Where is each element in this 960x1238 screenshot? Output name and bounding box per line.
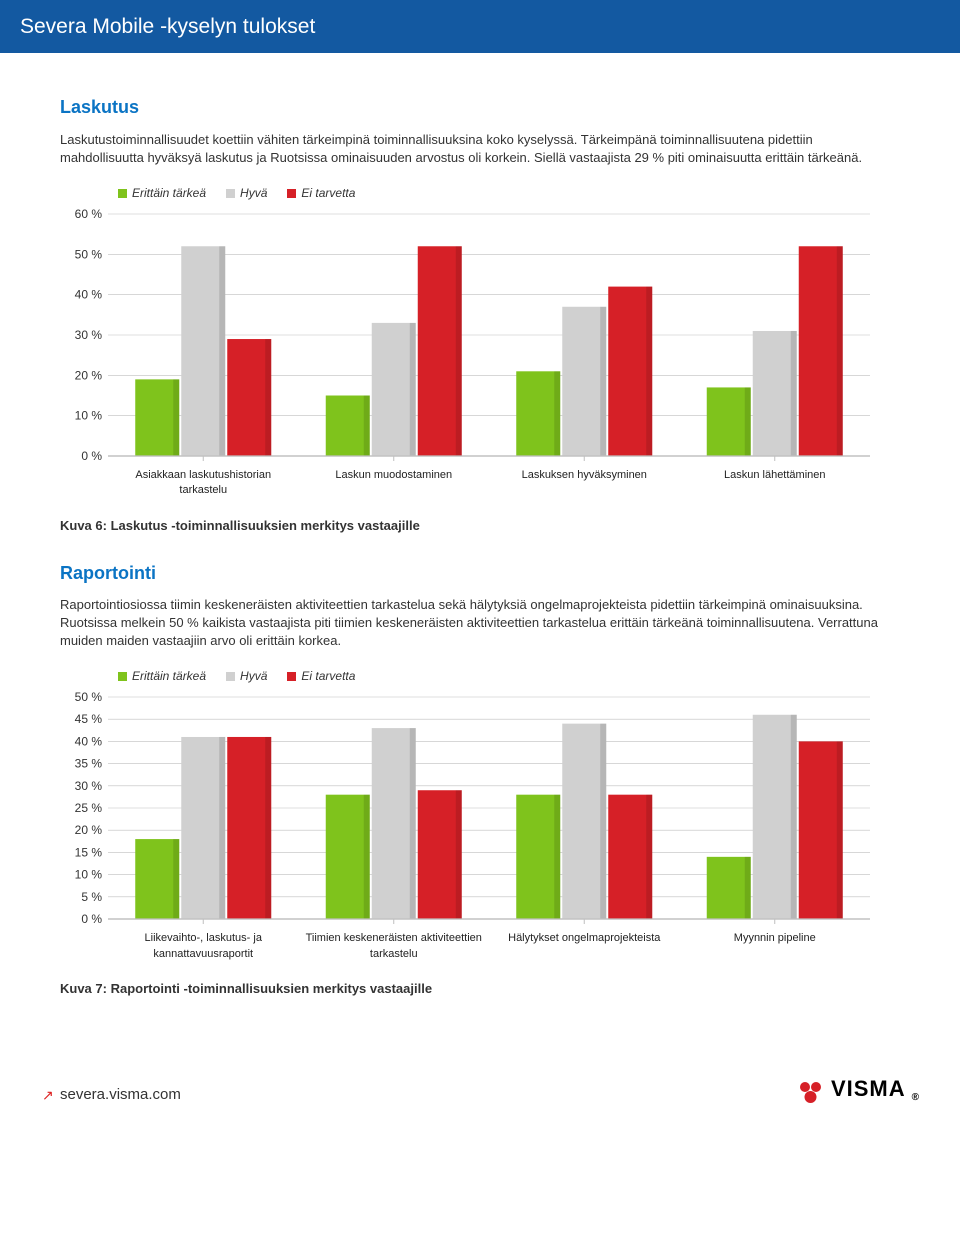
chart2-legend: Erittäin tärkeä Hyvä Ei tarvetta: [60, 668, 920, 685]
xaxis-label: Tiimien keskeneräisten aktiviteettien ta…: [299, 929, 490, 962]
chart1-legend: Erittäin tärkeä Hyvä Ei tarvetta: [60, 185, 920, 202]
legend-label: Hyvä: [240, 185, 267, 202]
xaxis-label: Laskun lähettäminen: [680, 466, 871, 499]
svg-text:0 %: 0 %: [81, 449, 102, 463]
page-content: Laskutus Laskutustoiminnallisuudet koett…: [0, 53, 960, 1044]
svg-text:10 %: 10 %: [75, 868, 103, 882]
chart1-plot: 0 % 10 % 20 % 30 % 40 % 50 % 60 %: [60, 206, 920, 466]
section1-body: Laskutustoiminnallisuudet koettiin vähit…: [60, 131, 880, 167]
svg-text:35 %: 35 %: [75, 757, 103, 771]
xaxis-label: Laskun muodostaminen: [299, 466, 490, 499]
footer-url: severa.visma.com: [60, 1084, 181, 1105]
chart1-xaxis: Asiakkaan laskutushistorian tarkasteluLa…: [60, 466, 880, 499]
svg-text:20 %: 20 %: [75, 368, 103, 382]
legend-item: Hyvä: [226, 668, 267, 685]
xaxis-label: Liikevaihto-, laskutus- ja kannattavuusr…: [108, 929, 299, 962]
legend-label: Erittäin tärkeä: [132, 668, 206, 685]
page-footer: severa.visma.com VISMA ®: [0, 1044, 960, 1125]
svg-text:60 %: 60 %: [75, 207, 103, 221]
section2-heading: Raportointi: [60, 561, 920, 586]
section1-heading: Laskutus: [60, 95, 920, 120]
svg-text:30 %: 30 %: [75, 779, 103, 793]
section2-body: Raportointiosiossa tiimin keskeneräisten…: [60, 596, 880, 651]
svg-text:10 %: 10 %: [75, 408, 103, 422]
legend-swatch: [118, 189, 127, 198]
svg-text:45 %: 45 %: [75, 712, 103, 726]
legend-item: Ei tarvetta: [287, 668, 355, 685]
chart2-caption: Kuva 7: Raportointi -toiminnallisuuksien…: [60, 980, 920, 998]
chart2-xaxis: Liikevaihto-, laskutus- ja kannattavuusr…: [60, 929, 880, 962]
svg-text:15 %: 15 %: [75, 846, 103, 860]
chart2-container: Erittäin tärkeä Hyvä Ei tarvetta 0 % 5 % 10 …: [60, 668, 920, 962]
page-header: Severa Mobile -kyselyn tulokset: [0, 0, 960, 53]
registered-icon: ®: [912, 1091, 920, 1105]
legend-item: Hyvä: [226, 185, 267, 202]
footer-logo: VISMA ®: [797, 1074, 920, 1105]
legend-item: Erittäin tärkeä: [118, 668, 206, 685]
visma-logo-icon: [797, 1081, 825, 1105]
svg-text:50 %: 50 %: [75, 690, 103, 704]
svg-text:0 %: 0 %: [81, 912, 102, 926]
xaxis-label: Laskuksen hyväksyminen: [489, 466, 680, 499]
svg-text:40 %: 40 %: [75, 287, 103, 301]
legend-swatch: [287, 189, 296, 198]
legend-swatch: [226, 672, 235, 681]
svg-text:5 %: 5 %: [81, 890, 102, 904]
chart1-container: Erittäin tärkeä Hyvä Ei tarvetta 0 % 10 % 20…: [60, 185, 920, 499]
svg-text:20 %: 20 %: [75, 823, 103, 837]
legend-item: Erittäin tärkeä: [118, 185, 206, 202]
page-header-title: Severa Mobile -kyselyn tulokset: [20, 15, 315, 38]
svg-text:50 %: 50 %: [75, 247, 103, 261]
footer-logo-text: VISMA: [831, 1074, 906, 1105]
chart2-plot: 0 % 5 % 10 % 15 % 20 % 25 % 30 % 35 % 40 % 45 % 50…: [60, 689, 920, 929]
legend-label: Erittäin tärkeä: [132, 185, 206, 202]
svg-text:40 %: 40 %: [75, 735, 103, 749]
xaxis-label: Myynnin pipeline: [680, 929, 871, 962]
legend-swatch: [287, 672, 296, 681]
legend-label: Hyvä: [240, 668, 267, 685]
legend-item: Ei tarvetta: [287, 185, 355, 202]
legend-swatch: [226, 189, 235, 198]
svg-text:25 %: 25 %: [75, 801, 103, 815]
legend-swatch: [118, 672, 127, 681]
legend-label: Ei tarvetta: [301, 185, 355, 202]
chart1-caption: Kuva 6: Laskutus -toiminnallisuuksien me…: [60, 517, 920, 535]
xaxis-label: Asiakkaan laskutushistorian tarkastelu: [108, 466, 299, 499]
svg-text:30 %: 30 %: [75, 328, 103, 342]
xaxis-label: Hälytykset ongelmaprojekteista: [489, 929, 680, 962]
legend-label: Ei tarvetta: [301, 668, 355, 685]
